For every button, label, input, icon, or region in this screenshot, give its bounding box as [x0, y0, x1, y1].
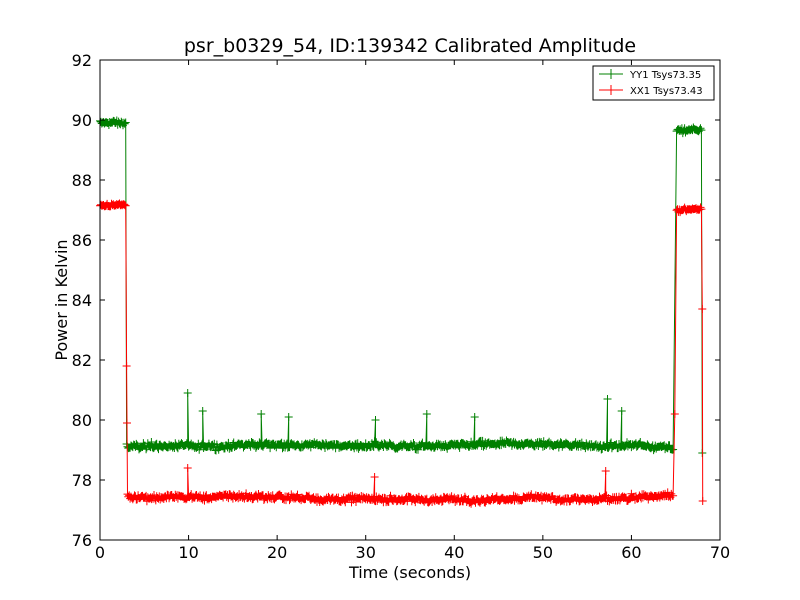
- x-tick-label: 0: [95, 543, 105, 562]
- x-tick-label: 20: [267, 543, 287, 562]
- legend-marker-xx1: [606, 85, 616, 95]
- legend-label-yy1: YY1 Tsys73.35: [629, 70, 701, 81]
- y-tick-label: 88: [72, 171, 92, 190]
- x-tick-label: 40: [444, 543, 464, 562]
- y-tick-label: 82: [72, 351, 92, 370]
- x-tick-label: 70: [710, 543, 730, 562]
- y-tick-label: 76: [72, 531, 92, 550]
- chart-title: psr_b0329_54, ID:139342 Calibrated Ampli…: [184, 35, 636, 57]
- y-tick-label: 92: [72, 51, 92, 70]
- x-tick-label: 10: [178, 543, 198, 562]
- legend-marker-yy1: [606, 69, 616, 79]
- legend-box: [592, 65, 715, 101]
- legend: YY1 Tsys73.35 XX1 Tsys73.43: [592, 65, 715, 101]
- y-tick-label: 80: [72, 411, 92, 430]
- y-axis-label: Power in Kelvin: [52, 239, 71, 360]
- y-tick-label: 90: [72, 111, 92, 130]
- legend-label-xx1: XX1 Tsys73.43: [630, 86, 703, 97]
- axis-ticks: 0 10 20 30 40 50 60 70 76 78 80 82 84 86 88 90 92: [72, 51, 731, 562]
- x-axis-label: Time (seconds): [348, 563, 471, 582]
- y-tick-label: 84: [72, 291, 92, 310]
- x-tick-label: 60: [621, 543, 641, 562]
- x-tick-label: 50: [533, 543, 553, 562]
- x-tick-label: 30: [356, 543, 376, 562]
- y-tick-label: 78: [72, 471, 92, 490]
- y-tick-label: 86: [72, 231, 92, 250]
- plot-area: [96, 116, 707, 508]
